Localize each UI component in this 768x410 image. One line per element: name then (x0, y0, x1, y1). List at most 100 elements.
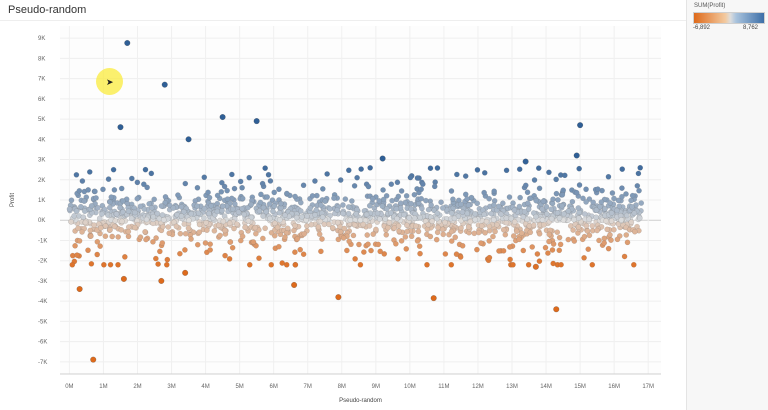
data-point[interactable] (182, 180, 189, 187)
data-point[interactable] (486, 238, 493, 244)
data-point[interactable] (178, 204, 185, 210)
data-point[interactable] (546, 169, 552, 176)
data-point[interactable] (376, 198, 382, 204)
data-point[interactable] (349, 198, 355, 204)
data-point[interactable] (150, 213, 157, 220)
data-point[interactable] (102, 233, 109, 240)
data-point[interactable] (472, 211, 478, 217)
data-point[interactable] (271, 189, 278, 196)
data-point[interactable] (553, 306, 560, 313)
data-point[interactable] (474, 167, 481, 173)
data-point[interactable] (260, 204, 267, 211)
data-point[interactable] (511, 207, 518, 214)
data-point[interactable] (246, 261, 253, 268)
data-point[interactable] (569, 198, 576, 205)
data-point[interactable] (478, 223, 485, 229)
data-point[interactable] (495, 203, 502, 210)
data-point[interactable] (88, 233, 94, 239)
data-point[interactable] (594, 227, 600, 234)
data-point[interactable] (583, 223, 590, 229)
data-point[interactable] (516, 166, 523, 172)
data-point[interactable] (607, 200, 613, 206)
data-point[interactable] (222, 252, 228, 259)
data-point[interactable] (354, 174, 360, 181)
data-point[interactable] (266, 201, 273, 207)
data-point[interactable] (433, 236, 440, 243)
data-point[interactable] (153, 255, 159, 262)
data-point[interactable] (158, 277, 165, 284)
data-point[interactable] (491, 188, 497, 194)
data-point[interactable] (282, 212, 288, 219)
data-point[interactable] (125, 233, 132, 240)
data-point[interactable] (545, 250, 551, 256)
data-point[interactable] (593, 207, 600, 213)
data-point[interactable] (312, 212, 318, 218)
data-point[interactable] (234, 221, 240, 227)
data-point[interactable] (231, 225, 237, 232)
data-point[interactable] (342, 196, 349, 202)
data-point[interactable] (369, 195, 376, 202)
data-point[interactable] (472, 216, 478, 223)
data-point[interactable] (85, 187, 91, 193)
data-point[interactable] (632, 228, 638, 235)
data-point[interactable] (256, 255, 262, 261)
data-point[interactable] (510, 233, 517, 239)
data-point[interactable] (291, 281, 298, 289)
data-point[interactable] (394, 215, 400, 222)
data-point[interactable] (368, 247, 374, 254)
data-point[interactable] (403, 193, 410, 199)
data-point[interactable] (346, 167, 352, 174)
data-point[interactable] (239, 195, 246, 202)
data-point[interactable] (106, 204, 113, 211)
data-point[interactable] (448, 261, 455, 268)
data-point[interactable] (120, 209, 126, 215)
data-point[interactable] (614, 207, 620, 214)
data-point[interactable] (459, 242, 466, 249)
data-point[interactable] (201, 205, 208, 212)
data-point[interactable] (532, 263, 539, 270)
data-point[interactable] (550, 196, 556, 203)
data-point[interactable] (580, 195, 586, 202)
data-point[interactable] (335, 219, 341, 226)
data-point[interactable] (115, 261, 121, 268)
data-point[interactable] (573, 152, 580, 159)
data-point[interactable] (385, 224, 391, 231)
legend-color-ramp[interactable] (693, 12, 765, 24)
data-point[interactable] (608, 210, 615, 216)
data-point[interactable] (448, 228, 455, 235)
data-point[interactable] (157, 248, 163, 255)
data-point[interactable] (353, 211, 359, 217)
data-point[interactable] (548, 215, 555, 222)
data-point[interactable] (66, 206, 73, 212)
data-point[interactable] (318, 202, 324, 208)
data-point[interactable] (329, 224, 336, 231)
data-point[interactable] (143, 236, 149, 243)
data-point[interactable] (229, 244, 236, 251)
data-point[interactable] (182, 269, 189, 276)
data-point[interactable] (97, 225, 104, 231)
data-point[interactable] (206, 210, 212, 217)
data-point[interactable] (571, 216, 577, 223)
data-point[interactable] (539, 217, 546, 223)
data-point[interactable] (583, 186, 589, 193)
data-point[interactable] (581, 233, 588, 240)
data-point[interactable] (586, 216, 592, 223)
data-point[interactable] (219, 179, 225, 186)
data-point[interactable] (182, 247, 188, 253)
data-point[interactable] (352, 222, 358, 228)
data-point[interactable] (379, 203, 386, 209)
data-point[interactable] (598, 199, 605, 205)
data-point[interactable] (492, 228, 498, 235)
data-point[interactable] (222, 227, 228, 234)
data-point[interactable] (585, 246, 592, 252)
data-point[interactable] (425, 221, 432, 228)
data-point[interactable] (107, 199, 113, 205)
data-point[interactable] (207, 241, 213, 247)
data-point[interactable] (562, 172, 568, 179)
data-point[interactable] (79, 229, 85, 235)
data-point[interactable] (245, 204, 251, 211)
data-point[interactable] (226, 220, 233, 227)
data-point[interactable] (389, 197, 395, 204)
data-point[interactable] (264, 194, 270, 200)
data-point[interactable] (90, 356, 97, 363)
